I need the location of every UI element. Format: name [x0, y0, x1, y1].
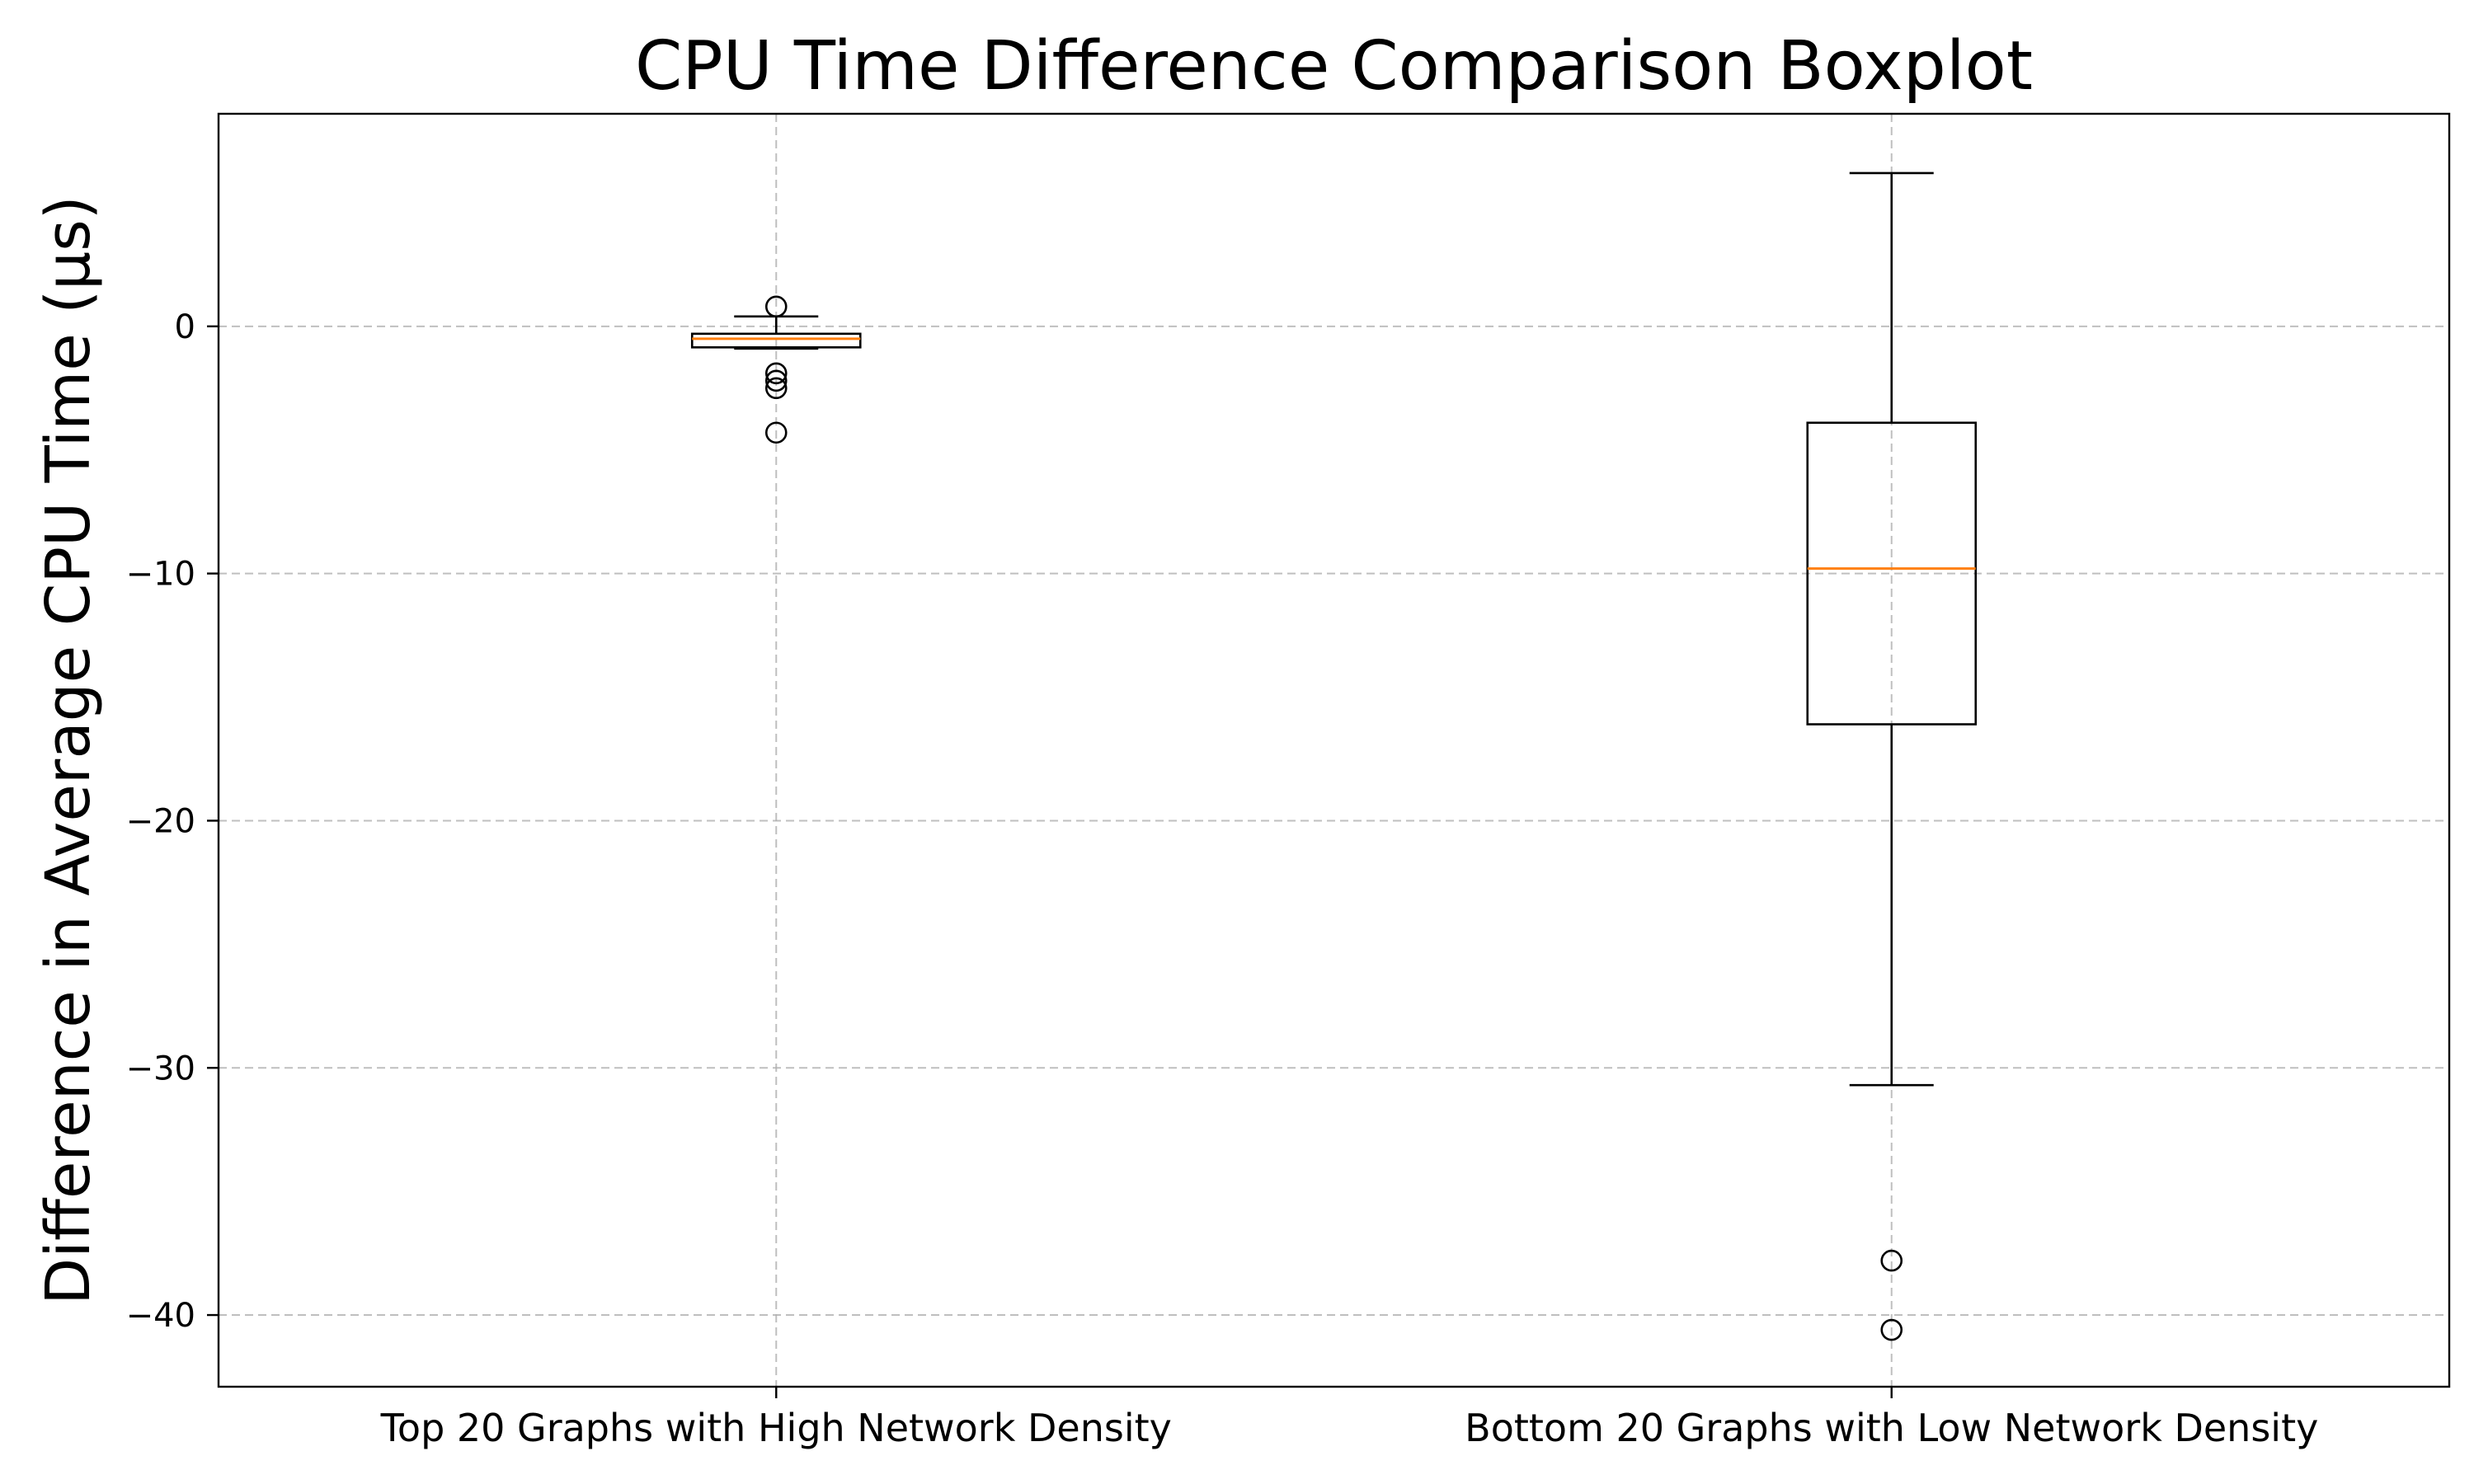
outlier-point: [764, 421, 788, 444]
outlier-point: [764, 362, 788, 385]
y-tick-label: −10: [126, 556, 195, 594]
grid-lines: [219, 114, 2449, 1387]
x-tick-label: Bottom 20 Graphs with Low Network Densit…: [1465, 1406, 2318, 1450]
outlier-point: [764, 377, 788, 400]
y-tick-label: −40: [126, 1297, 195, 1335]
y-tick-label: 0: [175, 308, 195, 346]
chart-title: CPU Time Difference Comparison Boxplot: [635, 27, 2033, 106]
plot-frame: [217, 112, 2451, 1388]
y-axis-label: Difference in Average CPU Time (µs): [33, 195, 104, 1304]
box-group: [1806, 171, 1978, 1341]
y-tick-label: −20: [126, 802, 195, 840]
outlier-point: [1880, 1318, 1903, 1341]
box-group: [690, 295, 862, 444]
outlier-point: [764, 369, 788, 392]
outlier-point: [764, 295, 788, 318]
y-tick-label: −30: [126, 1050, 195, 1087]
iqr-box: [1806, 421, 1978, 726]
boxes: [690, 171, 1978, 1341]
outlier-point: [1880, 1249, 1903, 1272]
axes: 0 −10 −20 −30 −40 Top 20 Graphs with High Net…: [126, 308, 2319, 1450]
iqr-box: [690, 332, 862, 349]
x-tick-label: Top 20 Graphs with High Network Density: [380, 1406, 1172, 1450]
